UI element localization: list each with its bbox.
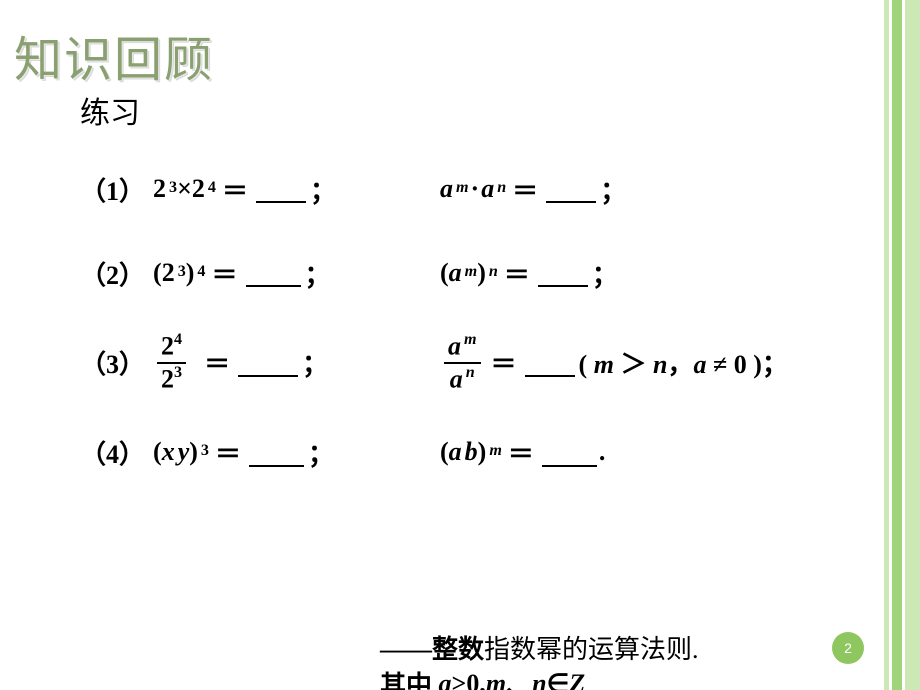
base: a — [450, 364, 463, 393]
base: a — [481, 174, 494, 204]
exponent: 3 — [178, 263, 186, 281]
paren: ) — [478, 437, 487, 467]
page-number-badge: 2 — [832, 632, 864, 664]
problem-row-1: （1） 2 3 × 2 4 ＝ ； a m · a n ＝ — [80, 165, 860, 213]
base: 2 — [162, 258, 175, 288]
label: （2） — [80, 255, 145, 292]
problem-row-4: （4） ( x y ) 3 ＝ ； ( a b ) m ＝ — [80, 428, 860, 476]
equals: ＝ — [222, 171, 248, 208]
exponent: m — [465, 263, 478, 281]
exponent: 4 — [197, 263, 205, 281]
operator: × — [177, 174, 192, 204]
var: b — [465, 437, 478, 467]
var: x — [162, 437, 175, 467]
base: 2 — [161, 332, 174, 361]
blank — [238, 348, 298, 377]
dot-operator: · — [471, 174, 480, 204]
semicolon: ； — [600, 171, 626, 208]
base: 2 — [192, 174, 205, 204]
paren: ) — [477, 258, 486, 288]
base: a — [449, 258, 462, 288]
base: a — [448, 332, 461, 361]
semicolon: ； — [305, 255, 331, 292]
decorative-stripes — [884, 0, 920, 690]
slide-title: 知识回顾 — [14, 20, 214, 90]
fraction: 24 23 — [157, 333, 186, 392]
equals: ＝ — [504, 255, 530, 292]
content-area: （1） 2 3 × 2 4 ＝ ； a m · a n ＝ — [80, 165, 860, 512]
equals: ＝ — [491, 344, 517, 381]
blank — [246, 259, 301, 288]
exponent: m — [456, 179, 469, 197]
condition: ( m ＞ n，a ≠ 0 )； — [579, 344, 788, 381]
stripe — [905, 0, 920, 690]
label: （1） — [80, 171, 145, 208]
paren: ( — [153, 258, 162, 288]
base: 2 — [153, 174, 166, 204]
blank — [256, 175, 306, 204]
equals: ＝ — [512, 171, 538, 208]
base: a — [440, 174, 453, 204]
label: （3） — [80, 344, 145, 381]
equals: ＝ — [215, 434, 241, 471]
exponent: 4 — [208, 179, 216, 197]
stripe — [892, 0, 902, 690]
label: （4） — [80, 434, 145, 471]
exponent: 3 — [201, 442, 209, 460]
base: 2 — [161, 364, 174, 393]
rule-title: ——整数指数幂的运算法则. — [380, 629, 699, 666]
blank — [538, 259, 588, 288]
problem-1-right: a m · a n ＝ ； — [440, 171, 626, 208]
problem-3-left: （3） 24 23 ＝ ； — [80, 333, 440, 392]
semicolon: ； — [310, 171, 336, 208]
problem-3-right: am an ＝ ( m ＞ n，a ≠ 0 )； — [440, 333, 788, 392]
blank — [525, 348, 575, 377]
problem-2-right: ( a m ) n ＝ ； — [440, 255, 618, 292]
exponent: m — [489, 442, 502, 460]
blank — [542, 438, 597, 467]
problem-row-2: （2） ( 2 3 ) 4 ＝ ； ( a m ) n ＝ — [80, 249, 860, 297]
semicolon: ； — [592, 255, 618, 292]
paren: ) — [189, 437, 198, 467]
exponent: 3 — [169, 179, 177, 197]
exponent: n — [489, 263, 498, 281]
semicolon: ； — [308, 434, 334, 471]
equals: ＝ — [508, 434, 534, 471]
paren: ( — [440, 437, 449, 467]
problem-row-3: （3） 24 23 ＝ ； am — [80, 333, 860, 392]
slide-subtitle: 练习 — [80, 88, 140, 132]
var: y — [178, 437, 190, 467]
problem-1-left: （1） 2 3 × 2 4 ＝ ； — [80, 171, 440, 208]
rule-condition: 其中, a > 0 , m 、 n ∈ Z — [380, 665, 585, 690]
fraction: am an — [444, 333, 481, 392]
problem-4-left: （4） ( x y ) 3 ＝ ； — [80, 434, 440, 471]
exponent: 4 — [174, 331, 182, 348]
equals: ＝ — [204, 344, 230, 381]
exponent: 3 — [174, 364, 182, 381]
slide: 知识回顾 练习 （1） 2 3 × 2 4 ＝ ； a m · — [0, 0, 920, 690]
page-number: 2 — [844, 640, 852, 656]
paren: ( — [440, 258, 449, 288]
semicolon: ； — [302, 344, 328, 381]
paren: ( — [153, 437, 162, 467]
blank — [546, 175, 596, 204]
exponent: n — [497, 179, 506, 197]
period: . — [599, 437, 606, 467]
paren: ) — [186, 258, 195, 288]
equals: ＝ — [211, 255, 237, 292]
problem-2-left: （2） ( 2 3 ) 4 ＝ ； — [80, 255, 440, 292]
blank — [249, 438, 304, 467]
var: a — [449, 437, 462, 467]
problem-4-right: ( a b ) m ＝ . — [440, 434, 605, 471]
exponent: n — [466, 364, 475, 381]
exponent: m — [464, 331, 477, 348]
